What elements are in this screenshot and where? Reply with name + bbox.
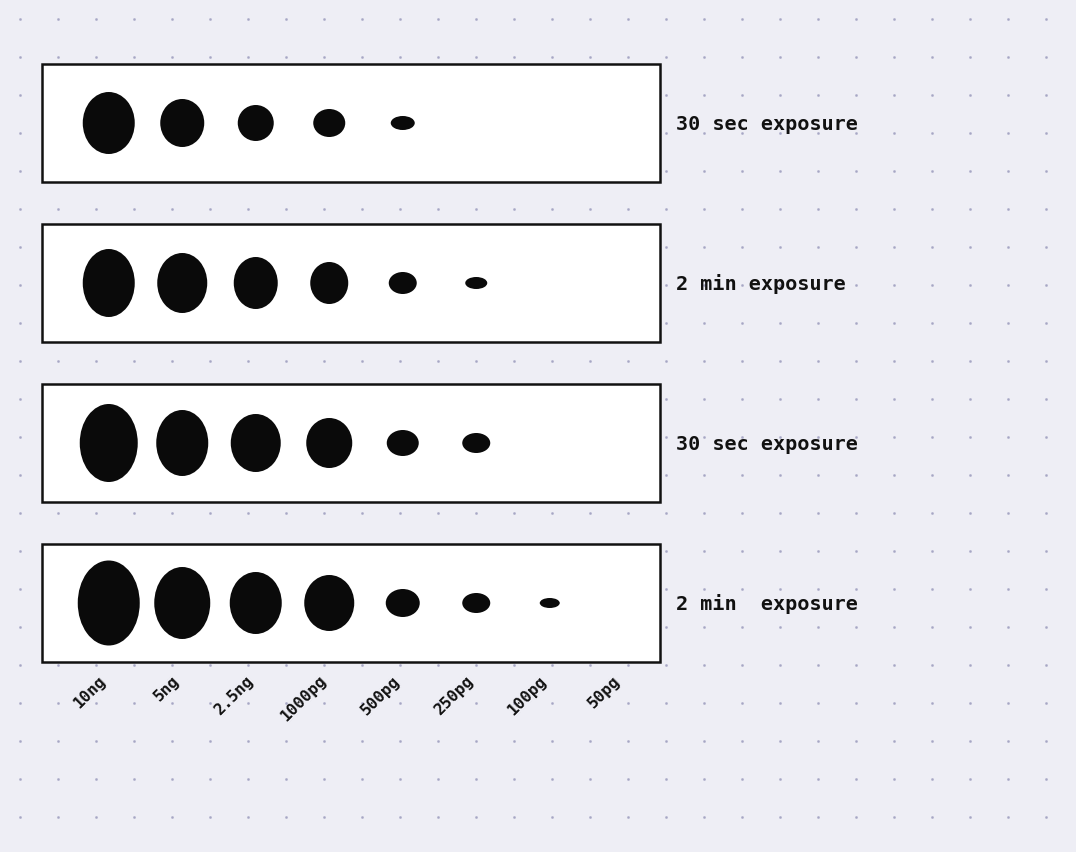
Text: 50pg: 50pg (585, 672, 623, 710)
Text: 2.5ng: 2.5ng (211, 672, 256, 717)
Ellipse shape (540, 598, 560, 608)
Text: 10ng: 10ng (71, 672, 109, 710)
Bar (42, 544, 660, 662)
Ellipse shape (83, 93, 134, 155)
Ellipse shape (230, 573, 282, 634)
Text: 30 sec exposure: 30 sec exposure (676, 114, 858, 134)
Text: 2 min exposure: 2 min exposure (676, 273, 846, 294)
Ellipse shape (154, 567, 210, 639)
Ellipse shape (465, 278, 487, 290)
Text: 30 sec exposure: 30 sec exposure (676, 434, 858, 453)
Text: 5ng: 5ng (152, 672, 182, 703)
Ellipse shape (160, 100, 204, 148)
Text: 500pg: 500pg (358, 672, 402, 717)
Text: 100pg: 100pg (505, 672, 550, 717)
Ellipse shape (156, 411, 209, 476)
Ellipse shape (386, 590, 420, 618)
Ellipse shape (80, 405, 138, 482)
Ellipse shape (230, 415, 281, 473)
Text: 1000pg: 1000pg (278, 672, 329, 723)
Ellipse shape (83, 250, 134, 318)
Ellipse shape (463, 593, 491, 613)
Bar (42, 65, 660, 183)
Ellipse shape (386, 430, 419, 457)
Ellipse shape (313, 110, 345, 138)
Ellipse shape (463, 434, 491, 453)
Ellipse shape (238, 106, 273, 141)
Ellipse shape (77, 561, 140, 646)
Text: 250pg: 250pg (431, 672, 477, 717)
Ellipse shape (310, 262, 349, 305)
Ellipse shape (233, 257, 278, 309)
Ellipse shape (305, 575, 354, 631)
Bar (42, 225, 660, 343)
Text: 2 min  exposure: 2 min exposure (676, 593, 858, 613)
Ellipse shape (391, 117, 414, 131)
Ellipse shape (388, 273, 416, 295)
Ellipse shape (157, 254, 208, 314)
Bar (42, 384, 660, 503)
Ellipse shape (307, 418, 352, 469)
